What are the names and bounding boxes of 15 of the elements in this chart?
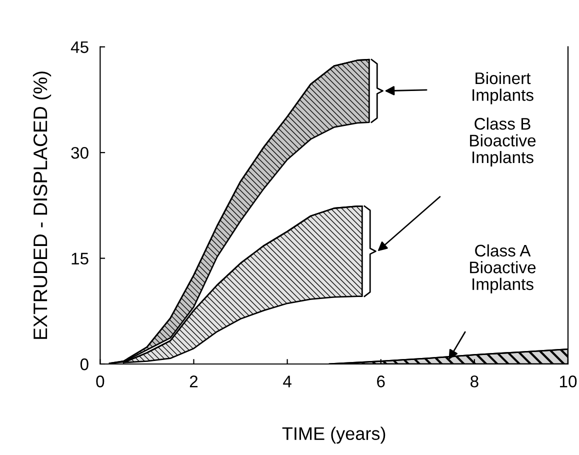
annotation: Class B Bioactive Implants	[470, 117, 536, 167]
x-tick-label: 8	[470, 376, 478, 388]
x-tick-label: 4	[283, 376, 292, 388]
annotation: Bioinert Implants	[472, 72, 534, 104]
y-tick-label: 30	[71, 146, 88, 159]
annotation: Class A Bioactive Implants	[470, 244, 536, 294]
x-axis-title: TIME (years)	[282, 426, 386, 444]
y-tick-label: 0	[80, 358, 88, 370]
x-tick-label: 6	[377, 376, 385, 388]
y-axis-title: EXTRUDED - DISPLACED (%)	[32, 72, 52, 339]
x-tick-label: 10	[560, 376, 577, 388]
y-tick-label: 45	[70, 41, 88, 54]
x-tick-label: 2	[190, 376, 198, 388]
x-tick-label: 0	[96, 376, 104, 388]
y-tick-label: 15	[72, 252, 88, 264]
